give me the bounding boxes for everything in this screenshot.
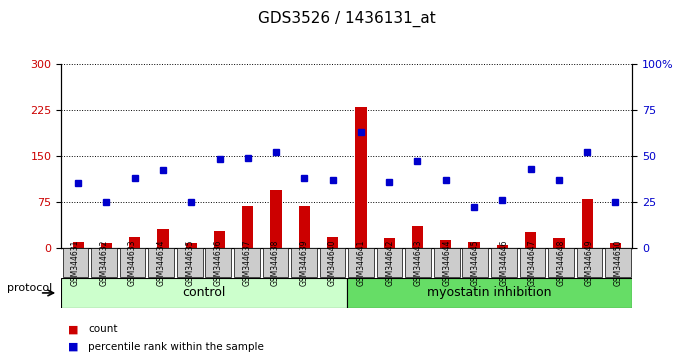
- FancyBboxPatch shape: [577, 249, 602, 277]
- Bar: [101, 243, 112, 248]
- Bar: [271, 189, 282, 248]
- Bar: [610, 243, 621, 248]
- FancyBboxPatch shape: [377, 249, 403, 277]
- Text: count: count: [88, 324, 118, 334]
- Text: GSM344631: GSM344631: [71, 240, 80, 286]
- Text: GSM344633: GSM344633: [128, 240, 137, 286]
- Text: protocol: protocol: [7, 282, 52, 293]
- Text: GSM344636: GSM344636: [214, 240, 223, 286]
- FancyBboxPatch shape: [234, 249, 260, 277]
- Text: GSM344641: GSM344641: [356, 240, 366, 286]
- FancyBboxPatch shape: [91, 249, 117, 277]
- FancyBboxPatch shape: [291, 249, 317, 277]
- Text: ■: ■: [68, 342, 78, 352]
- FancyBboxPatch shape: [61, 278, 347, 308]
- Text: GSM344642: GSM344642: [385, 240, 394, 286]
- FancyBboxPatch shape: [520, 249, 545, 277]
- Bar: [384, 238, 395, 248]
- FancyBboxPatch shape: [262, 249, 288, 277]
- Bar: [157, 229, 169, 248]
- Bar: [355, 107, 367, 248]
- Text: GSM344649: GSM344649: [585, 240, 594, 286]
- Text: GSM344645: GSM344645: [471, 240, 480, 286]
- Bar: [299, 206, 310, 248]
- Text: GSM344644: GSM344644: [442, 240, 452, 286]
- FancyBboxPatch shape: [347, 278, 632, 308]
- Text: ■: ■: [68, 324, 78, 334]
- FancyBboxPatch shape: [462, 249, 488, 277]
- Text: GSM344640: GSM344640: [328, 240, 337, 286]
- FancyBboxPatch shape: [605, 249, 631, 277]
- Bar: [73, 242, 84, 248]
- FancyBboxPatch shape: [177, 249, 203, 277]
- FancyBboxPatch shape: [320, 249, 345, 277]
- FancyBboxPatch shape: [434, 249, 460, 277]
- Bar: [186, 243, 197, 248]
- Bar: [581, 199, 593, 248]
- FancyBboxPatch shape: [405, 249, 431, 277]
- FancyBboxPatch shape: [63, 249, 88, 277]
- FancyBboxPatch shape: [548, 249, 574, 277]
- Bar: [554, 238, 564, 248]
- Text: GSM344637: GSM344637: [242, 240, 252, 286]
- FancyBboxPatch shape: [348, 249, 374, 277]
- Bar: [242, 206, 254, 248]
- Text: GSM344650: GSM344650: [613, 240, 623, 286]
- Bar: [412, 226, 423, 248]
- Text: GSM344635: GSM344635: [185, 240, 194, 286]
- Text: control: control: [182, 286, 226, 299]
- Text: GSM344632: GSM344632: [99, 240, 109, 286]
- Text: GDS3526 / 1436131_at: GDS3526 / 1436131_at: [258, 11, 436, 27]
- Text: GSM344634: GSM344634: [156, 240, 166, 286]
- FancyBboxPatch shape: [491, 249, 517, 277]
- Text: GSM344643: GSM344643: [413, 240, 423, 286]
- Text: GSM344639: GSM344639: [299, 240, 309, 286]
- Text: GSM344646: GSM344646: [499, 240, 509, 286]
- Text: myostatin inhibition: myostatin inhibition: [427, 286, 552, 299]
- Bar: [525, 232, 537, 248]
- FancyBboxPatch shape: [120, 249, 146, 277]
- Text: GSM344648: GSM344648: [556, 240, 566, 286]
- FancyBboxPatch shape: [205, 249, 231, 277]
- FancyBboxPatch shape: [148, 249, 174, 277]
- Text: GSM344638: GSM344638: [271, 240, 280, 286]
- Bar: [496, 245, 508, 248]
- Bar: [327, 237, 339, 248]
- Bar: [214, 230, 225, 248]
- Text: percentile rank within the sample: percentile rank within the sample: [88, 342, 265, 352]
- Bar: [129, 237, 140, 248]
- Bar: [469, 242, 479, 248]
- Bar: [440, 240, 452, 248]
- Text: GSM344647: GSM344647: [528, 240, 537, 286]
